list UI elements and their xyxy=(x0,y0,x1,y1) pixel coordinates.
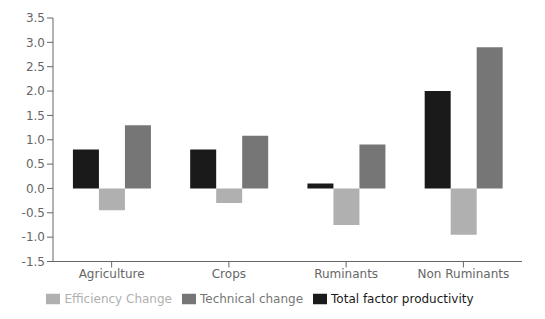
svg-text:1.5: 1.5 xyxy=(26,109,45,123)
svg-text:-1.0: -1.0 xyxy=(22,230,45,244)
html-text:Total factor productivity: Total factor productivity xyxy=(331,291,474,306)
svg-text:3.5: 3.5 xyxy=(26,11,45,25)
html-text:Efficiency Change: Efficiency Change xyxy=(64,291,172,306)
svg-text:Ruminants: Ruminants xyxy=(314,267,378,281)
svg-text:Non Ruminants: Non Ruminants xyxy=(418,267,510,281)
svg-text:Agriculture: Agriculture xyxy=(79,267,145,281)
html-text:Technical change: Technical change xyxy=(200,291,303,306)
svg-text:0.5: 0.5 xyxy=(26,157,45,171)
svg-text:-0.5: -0.5 xyxy=(22,206,45,220)
svg-text:2.5: 2.5 xyxy=(26,60,45,74)
svg-text:3.0: 3.0 xyxy=(26,36,45,50)
svg-text:2.0: 2.0 xyxy=(26,84,45,98)
svg-text:Crops: Crops xyxy=(212,267,246,281)
svg-text:0.0: 0.0 xyxy=(26,182,45,196)
svg-text:-1.5: -1.5 xyxy=(22,255,45,269)
svg-text:1.0: 1.0 xyxy=(26,133,45,147)
